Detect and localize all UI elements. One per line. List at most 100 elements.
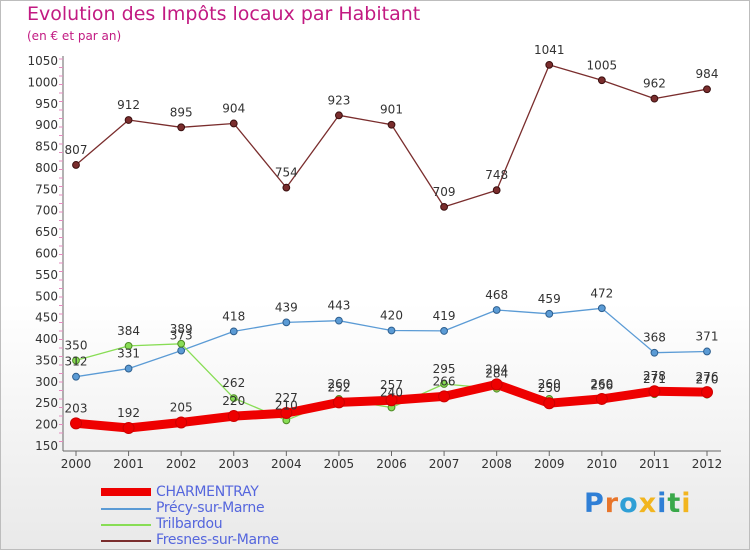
data-label-precy-sur-marne: 418 xyxy=(222,309,245,323)
y-tick-label: 850 xyxy=(35,140,58,154)
data-label-trilbardou: 295 xyxy=(433,362,456,376)
data-point-trilbardou xyxy=(229,394,238,402)
x-tick-label: 2004 xyxy=(271,457,302,471)
y-tick-label: 500 xyxy=(35,289,58,303)
data-label-trilbardou: 262 xyxy=(222,376,245,390)
data-label-charmentray: 220 xyxy=(222,394,245,408)
series-layer xyxy=(70,60,713,435)
legend-swatch-trilbardou xyxy=(101,524,151,526)
y-tick-label: 750 xyxy=(35,182,58,196)
data-point-charmentray xyxy=(543,397,556,410)
data-point-fresnes-sur-marne xyxy=(597,76,606,85)
data-point-trilbardou xyxy=(177,339,186,348)
data-point-fresnes-sur-marne xyxy=(387,120,396,129)
x-tick-label: 2001 xyxy=(113,457,144,471)
data-label-precy-sur-marne: 368 xyxy=(643,331,666,345)
data-point-fresnes-sur-marne xyxy=(650,94,659,103)
data-point-precy-sur-marne xyxy=(597,304,606,313)
data-point-trilbardou xyxy=(124,342,133,350)
data-point-precy-sur-marne xyxy=(72,372,80,381)
data-point-precy-sur-marne xyxy=(492,306,501,314)
data-point-charmentray xyxy=(122,422,135,435)
data-point-fresnes-sur-marne xyxy=(440,202,448,211)
data-label-precy-sur-marne: 439 xyxy=(275,300,298,314)
data-label-precy-sur-marne: 331 xyxy=(117,347,140,361)
data-point-precy-sur-marne xyxy=(229,327,238,336)
data-label-charmentray: 294 xyxy=(485,362,508,376)
y-tick-label: 900 xyxy=(35,118,58,132)
data-point-fresnes-sur-marne xyxy=(229,119,238,128)
data-label-charmentray: 278 xyxy=(643,369,666,383)
data-point-trilbardou xyxy=(72,356,80,365)
y-tick-label: 950 xyxy=(35,97,58,111)
data-point-precy-sur-marne xyxy=(545,309,554,318)
data-point-precy-sur-marne xyxy=(335,316,343,325)
y-tick-label: 450 xyxy=(35,311,58,325)
y-tick-label: 550 xyxy=(35,268,58,282)
y-tick-label: 1050 xyxy=(27,54,58,68)
data-label-fresnes-sur-marne: 1041 xyxy=(534,43,565,57)
data-label-trilbardou: 270 xyxy=(696,373,719,387)
data-label-fresnes-sur-marne: 962 xyxy=(643,77,666,91)
data-label-precy-sur-marne: 312 xyxy=(65,355,88,369)
data-label-trilbardou: 271 xyxy=(643,372,666,386)
data-label-precy-sur-marne: 459 xyxy=(538,292,561,306)
proxiti-logo: Proxiti xyxy=(584,488,692,519)
data-label-charmentray: 227 xyxy=(275,391,298,405)
y-tick-label: 150 xyxy=(35,439,58,453)
data-label-precy-sur-marne: 373 xyxy=(170,329,193,343)
chart-subtitle: (en € et par an) xyxy=(27,29,122,43)
data-label-precy-sur-marne: 420 xyxy=(380,309,403,323)
data-point-fresnes-sur-marne xyxy=(72,161,80,169)
data-point-precy-sur-marne xyxy=(124,364,133,373)
y-tick-label: 600 xyxy=(35,247,58,261)
data-point-fresnes-sur-marne xyxy=(492,186,501,195)
legend-label-charmentray: CHARMENTRAY xyxy=(156,484,259,500)
data-label-fresnes-sur-marne: 912 xyxy=(117,98,140,112)
data-label-precy-sur-marne: 468 xyxy=(485,288,508,302)
data-label-charmentray: 203 xyxy=(65,401,88,415)
data-label-precy-sur-marne: 443 xyxy=(327,299,350,313)
y-tick-label: 200 xyxy=(35,418,58,432)
data-point-precy-sur-marne xyxy=(650,348,659,357)
data-point-precy-sur-marne xyxy=(177,346,186,355)
data-point-charmentray xyxy=(438,390,451,403)
legend-swatch-charmentray xyxy=(101,488,151,496)
data-label-fresnes-sur-marne: 807 xyxy=(65,143,88,157)
y-tick-label: 300 xyxy=(35,375,58,389)
data-point-fresnes-sur-marne xyxy=(282,183,291,192)
data-label-trilbardou: 260 xyxy=(538,377,561,391)
data-point-charmentray xyxy=(70,417,82,430)
data-point-charmentray xyxy=(280,407,293,420)
data-label-trilbardou: 240 xyxy=(380,386,403,400)
data-point-precy-sur-marne xyxy=(387,326,396,335)
data-label-trilbardou: 350 xyxy=(65,338,88,352)
data-point-precy-sur-marne xyxy=(703,347,711,356)
data-label-fresnes-sur-marne: 1005 xyxy=(587,58,618,72)
data-point-fresnes-sur-marne xyxy=(124,116,133,124)
data-label-fresnes-sur-marne: 984 xyxy=(696,67,719,81)
data-label-charmentray: 276 xyxy=(696,370,719,384)
data-label-precy-sur-marne: 419 xyxy=(433,309,456,323)
x-tick-label: 2000 xyxy=(61,457,92,471)
data-point-fresnes-sur-marne xyxy=(545,60,554,69)
data-label-fresnes-sur-marne: 923 xyxy=(327,93,350,107)
data-label-charmentray: 252 xyxy=(327,380,350,394)
y-tick-label: 350 xyxy=(35,353,58,367)
data-point-charmentray xyxy=(175,416,188,429)
legend-label-precy: Précy-sur-Marne xyxy=(156,500,265,516)
data-point-charmentray xyxy=(701,386,713,399)
legend-label-trilbardou: Trilbardou xyxy=(156,516,223,532)
data-label-trilbardou: 389 xyxy=(170,322,193,336)
data-label-fresnes-sur-marne: 748 xyxy=(485,168,508,182)
y-tick-label: 650 xyxy=(35,225,58,239)
x-tick-label: 2009 xyxy=(534,457,565,471)
data-label-charmentray: 250 xyxy=(538,381,561,395)
data-label-charmentray: 192 xyxy=(117,406,140,420)
legend-label-fresnes: Fresnes-sur-Marne xyxy=(156,532,279,548)
data-point-charmentray xyxy=(227,410,240,423)
data-point-charmentray xyxy=(648,385,661,398)
data-label-precy-sur-marne: 472 xyxy=(590,286,613,300)
y-tick-label: 800 xyxy=(35,161,58,175)
